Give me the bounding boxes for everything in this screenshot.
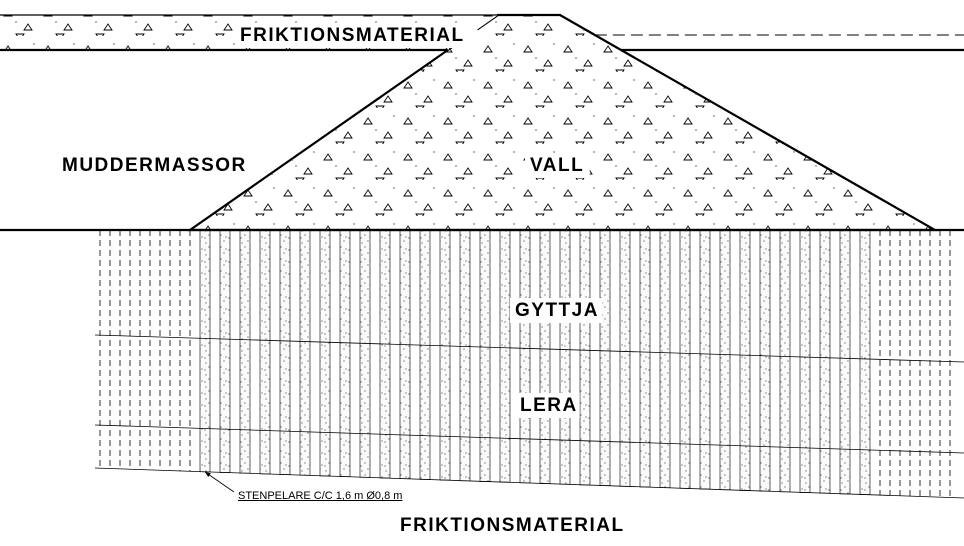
stone-column <box>720 230 730 490</box>
stone-column <box>200 230 210 472</box>
stone-column <box>520 230 530 483</box>
stone-column <box>660 230 670 488</box>
stone-column <box>780 230 790 492</box>
stone-column <box>380 230 390 478</box>
stone-column <box>640 230 650 487</box>
stone-column <box>480 230 490 481</box>
stone-column <box>360 230 370 477</box>
stone-column <box>820 230 830 493</box>
stone-column <box>420 230 430 479</box>
stone-column <box>280 230 290 475</box>
stone-column <box>620 230 630 486</box>
label-embankment: VALL <box>530 155 584 177</box>
label-top-layer: FRIKTIONSMATERIAL <box>240 25 465 47</box>
stone-column <box>400 230 410 479</box>
stone-column <box>240 230 250 473</box>
stone-column <box>840 230 850 494</box>
stone-column <box>260 230 270 474</box>
stone-column <box>440 230 450 480</box>
stone-column <box>740 230 750 490</box>
stone-column <box>700 230 710 489</box>
stone-column <box>560 230 570 484</box>
stone-column <box>680 230 690 488</box>
label-column-note: STENPELARE C/C 1,6 m Ø0,8 m <box>238 490 402 502</box>
stone-column <box>540 230 550 484</box>
stone-column <box>220 230 230 472</box>
label-lower-soil: LERA <box>520 395 578 417</box>
stone-column <box>320 230 330 476</box>
stone-column <box>500 230 510 482</box>
cross-section-svg <box>0 0 964 546</box>
stone-column <box>460 230 470 481</box>
stone-column <box>580 230 590 485</box>
stone-column <box>300 230 310 475</box>
stone-column <box>800 230 810 493</box>
leader-arrowhead <box>205 472 211 477</box>
stone-column <box>860 230 870 495</box>
label-base-layer: FRIKTIONSMATERIAL <box>400 515 625 537</box>
label-left-region: MUDDERMASSOR <box>62 155 247 177</box>
stone-column <box>760 230 770 491</box>
stone-column <box>340 230 350 477</box>
stone-column <box>600 230 610 486</box>
label-upper-soil: GYTTJA <box>515 300 599 322</box>
